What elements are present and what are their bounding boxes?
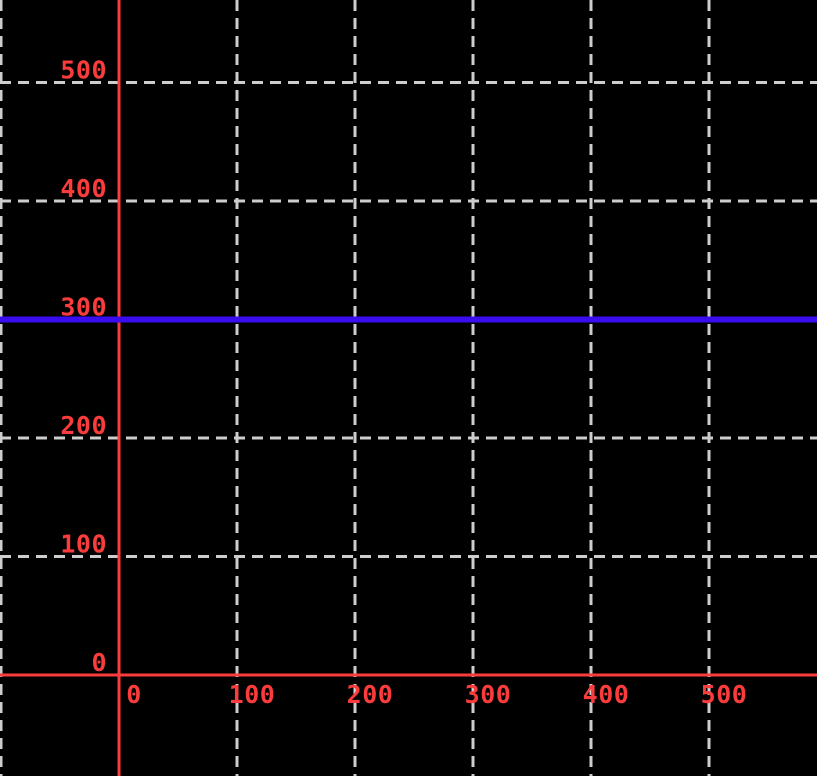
y-tick-label-0: 0: [91, 648, 107, 677]
y-tick-label-500: 500: [60, 55, 107, 84]
x-tick-label-400: 400: [583, 680, 630, 709]
x-tick-label-300: 300: [465, 680, 512, 709]
x-tick-label-500: 500: [701, 680, 748, 709]
y-tick-label-100: 100: [60, 530, 107, 559]
y-tick-label-300: 300: [60, 293, 107, 322]
y-tick-label-400: 400: [60, 174, 107, 203]
x-tick-label-0: 0: [126, 680, 142, 709]
x-tick-label-200: 200: [347, 680, 394, 709]
y-tick-label-200: 200: [60, 411, 107, 440]
x-tick-label-100: 100: [229, 680, 276, 709]
